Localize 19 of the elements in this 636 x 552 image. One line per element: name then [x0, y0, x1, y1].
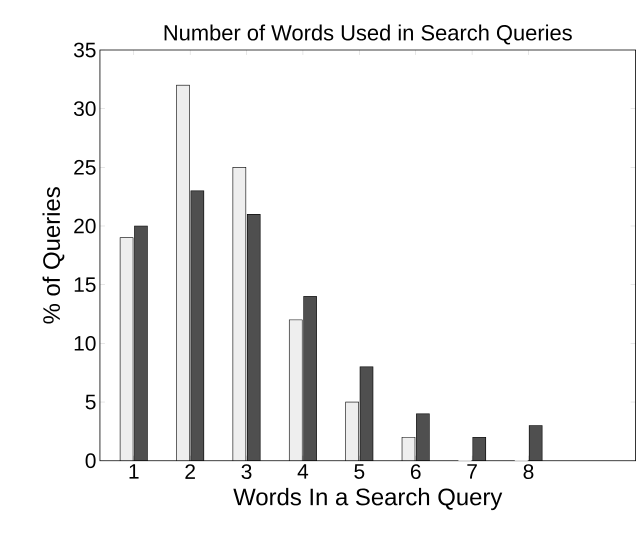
x-tick-label: 2 [185, 464, 195, 479]
y-tick-label: 15 [74, 278, 96, 292]
y-tick-label: 10 [74, 336, 96, 351]
y-tick-label: 30 [74, 101, 96, 116]
x-tick-label: 1 [130, 464, 139, 479]
y-axis-title: % of Queries [42, 187, 64, 324]
x-tick-label: 6 [410, 464, 421, 480]
x-tick-label: 7 [467, 464, 477, 479]
y-tick-label: 20 [74, 218, 96, 234]
chart-title: Number of Words Used in Search Queries [164, 24, 572, 45]
y-tick-label: 35 [74, 42, 96, 58]
y-tick-label: 25 [74, 160, 96, 175]
x-axis-title: Words In a Search Query [233, 488, 502, 510]
x-tick-label: 4 [298, 464, 308, 479]
y-tick-label: 0 [86, 453, 96, 468]
x-tick-label: 3 [242, 464, 252, 480]
y-tick-label: 5 [86, 394, 96, 410]
x-tick-label: 8 [524, 464, 534, 480]
x-tick-label: 5 [354, 464, 364, 479]
